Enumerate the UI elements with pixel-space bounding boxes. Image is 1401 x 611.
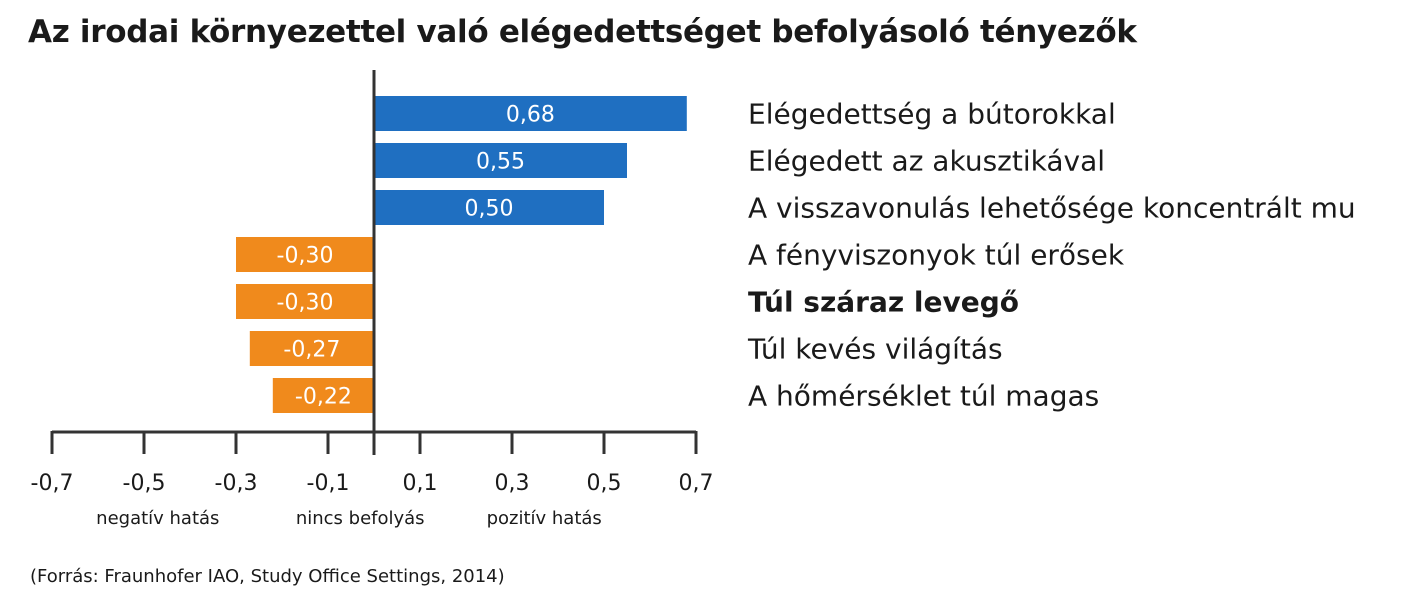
bar-value-label: -0,30 [277,291,334,316]
category-label: Elégedettség a bútorokkal [748,98,1116,131]
bar-6 [249,331,374,366]
axis-note: pozitív hatás [487,508,602,529]
axis-note: nincs befolyás [296,508,425,529]
category-label: A visszavonulás lehetősége koncentrált m… [748,192,1356,225]
bar-4 [236,237,374,272]
chart-title: Az irodai környezettel való elégedettség… [28,14,1137,50]
category-label: A fényviszonyok túl erősek [748,239,1125,272]
bar-value-label: -0,22 [295,385,352,410]
x-tick-label: 0,3 [495,471,530,496]
source-note: (Forrás: Fraunhofer IAO, Study Office Se… [30,566,505,587]
bar-5 [236,284,374,319]
bar-7 [272,378,374,413]
bar-2 [374,143,627,178]
bar-value-label: -0,27 [283,338,340,363]
category-label: Túl kevés világítás [747,333,1003,366]
category-label: Túl száraz levegő [748,286,1019,319]
category-label: Elégedett az akusztikával [748,145,1105,178]
x-tick-label: -0,1 [307,471,350,496]
bar-value-label: 0,50 [465,197,514,222]
x-tick-label: 0,7 [679,471,714,496]
x-tick-label: 0,1 [403,471,438,496]
bar-value-label: 0,68 [506,103,555,128]
x-tick-label: -0,7 [31,471,74,496]
bar-value-label: 0,55 [476,150,525,175]
bar-3 [374,190,604,225]
category-label: A hőmérséklet túl magas [748,380,1099,413]
bar-1 [374,96,687,131]
x-tick-label: -0,5 [123,471,166,496]
axis-note: negatív hatás [96,508,219,529]
x-tick-label: 0,5 [587,471,622,496]
x-tick-label: -0,3 [215,471,258,496]
bar-value-label: -0,30 [277,244,334,269]
